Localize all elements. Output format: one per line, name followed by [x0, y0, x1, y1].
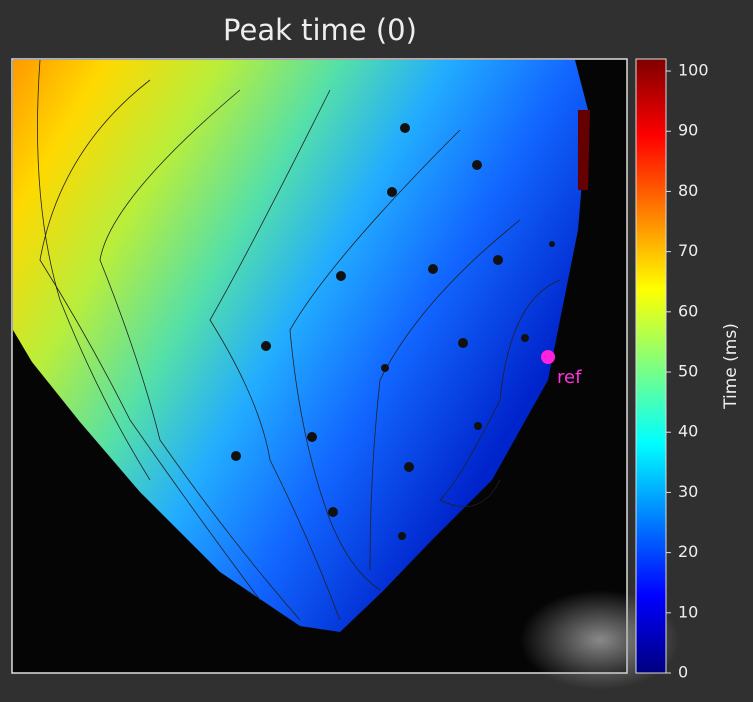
colorbar-tick-label: 50 — [678, 362, 698, 381]
colorbar-tick-label: 90 — [678, 121, 698, 140]
colorbar-tick-label: 70 — [678, 241, 698, 260]
map-edge — [578, 110, 590, 190]
colorbar-tick-label: 40 — [678, 422, 698, 441]
ref-marker — [541, 350, 555, 364]
colorbar-tick-label: 30 — [678, 482, 698, 501]
colorbar-tick-label: 10 — [678, 602, 698, 621]
colorbar — [635, 58, 667, 674]
colorbar-tick-label: 20 — [678, 542, 698, 561]
colorbar-tick-label: 0 — [678, 663, 688, 682]
electrode-dots — [231, 123, 555, 540]
colorbar-label: Time (ms) — [721, 323, 741, 410]
ref-label: ref — [557, 367, 582, 388]
chart-title: Peak time (0) — [223, 13, 417, 47]
colorbar-tick-label: 100 — [678, 61, 709, 80]
activation-map — [13, 60, 588, 632]
colorbar-tick-label: 80 — [678, 181, 698, 200]
contour-lines — [37, 59, 561, 621]
colorbar-tick-label: 60 — [678, 301, 698, 320]
